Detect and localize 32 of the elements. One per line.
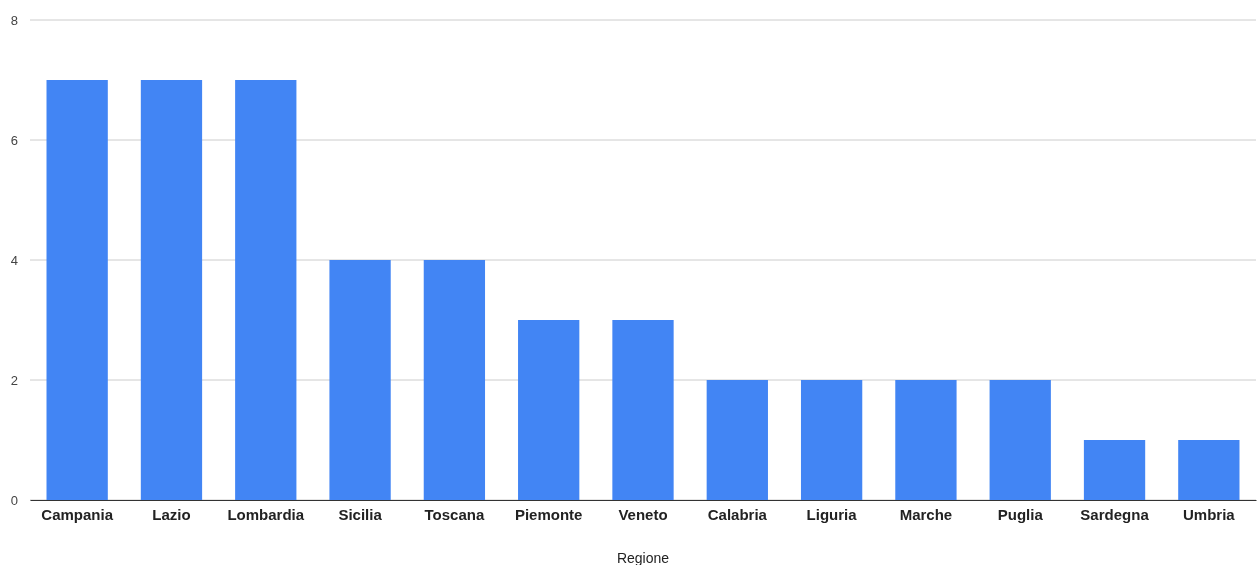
x-tick-label: Marche (899, 505, 953, 523)
bar (518, 320, 580, 500)
bar (329, 260, 391, 500)
x-tick-label: Piemonte (514, 505, 583, 523)
y-tick-label: 8 (10, 12, 18, 28)
y-tick-label: 4 (10, 252, 18, 268)
bar (140, 80, 203, 500)
y-tick-label: 2 (10, 372, 18, 388)
bar (423, 260, 486, 500)
y-tick-label: 6 (10, 132, 18, 148)
bar (612, 320, 674, 500)
bar (1083, 440, 1146, 500)
x-tick-label: Lazio (152, 505, 191, 523)
y-tick-label: 0 (10, 492, 18, 508)
bar (706, 380, 768, 500)
x-tick-label: Sicilia (338, 505, 383, 523)
x-tick-label: Campania (41, 505, 114, 523)
x-tick-label: Toscana (424, 505, 485, 523)
bar (895, 380, 957, 500)
x-tick-label: Lombardia (227, 505, 305, 523)
x-tick-label: Puglia (997, 505, 1044, 523)
x-axis-title: Regione (616, 550, 670, 565)
bar (1178, 440, 1240, 500)
x-tick-label: Calabria (707, 505, 768, 523)
bar (989, 380, 1051, 500)
bar (800, 380, 863, 500)
x-tick-label: Liguria (806, 505, 858, 523)
bar (235, 80, 297, 500)
x-tick-label: Umbria (1183, 505, 1236, 523)
x-tick-label: Veneto (618, 505, 668, 523)
x-tick-label: Sardegna (1080, 505, 1150, 523)
bar (46, 80, 108, 500)
